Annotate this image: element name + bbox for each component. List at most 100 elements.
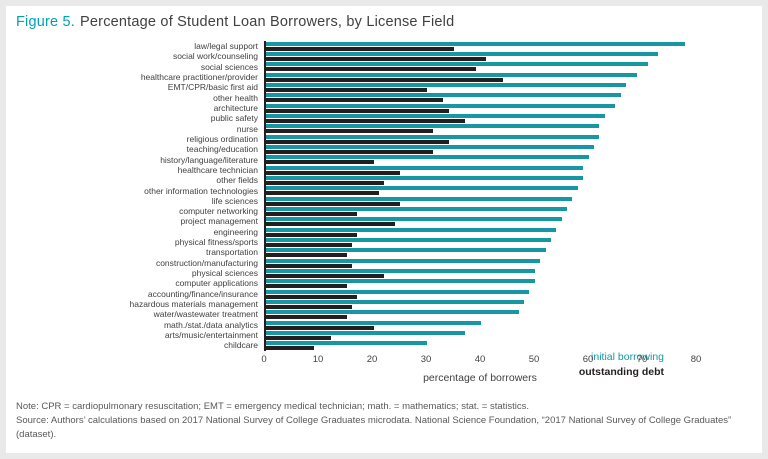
outstanding-debt-bar [266, 242, 352, 247]
outstanding-debt-bar [266, 160, 374, 165]
outstanding-debt-bar [266, 315, 347, 320]
category-label: arts/music/entertainment [164, 330, 258, 341]
category-label: project management [180, 216, 259, 227]
initial-borrowing-bar [266, 330, 465, 335]
bar-row [266, 299, 696, 309]
outstanding-debt-bar [266, 222, 395, 227]
category-label: other fields [216, 175, 258, 186]
bar-row [266, 248, 696, 258]
initial-borrowing-bar [266, 51, 659, 56]
x-axis-ticks: 0 10 20 30 40 50 60 70 80 [261, 354, 701, 367]
initial-borrowing-bar [266, 310, 519, 315]
bar-row [266, 113, 696, 123]
legend-outstanding-debt: outstanding debt [578, 366, 664, 378]
bar-row [266, 62, 696, 72]
initial-borrowing-bar [266, 41, 686, 46]
bar-row [266, 196, 696, 206]
outstanding-debt-bar [266, 263, 352, 268]
initial-borrowing-bar [266, 155, 589, 160]
plot-wrap: initial borrowing outstanding debt 0 10 20… [261, 41, 701, 384]
category-label: math./stat./data analytics [163, 319, 258, 330]
outstanding-debt-bar [266, 67, 476, 72]
x-tick: 0 [261, 354, 267, 365]
outstanding-debt-bar [266, 201, 401, 206]
initial-borrowing-bar [266, 268, 535, 273]
outstanding-debt-bar [266, 191, 379, 196]
bar-row [266, 124, 696, 134]
category-label: healthcare practitioner/provider [140, 71, 258, 82]
outstanding-debt-bar [266, 139, 449, 144]
x-tick: 10 [312, 354, 324, 365]
notes: Note: CPR = cardiopulmonary resuscitatio… [16, 400, 756, 441]
figure-number: Figure 5. [16, 14, 76, 30]
bar-row [266, 41, 696, 51]
category-labels: law/legal support social work/counseling s… [16, 41, 264, 351]
outstanding-debt-bar [266, 98, 444, 103]
bar-row [266, 72, 696, 82]
note-text: Note: CPR = cardiopulmonary resuscitatio… [16, 401, 530, 412]
bar-row [266, 310, 696, 320]
bar-row [266, 155, 696, 165]
bar-row [266, 51, 696, 61]
outstanding-debt-bar [266, 211, 358, 216]
initial-borrowing-bar [266, 175, 584, 180]
bar-row [266, 134, 696, 144]
category-label: hazardous materials management [129, 299, 258, 310]
category-label: EMT/CPR/basic first aid [167, 82, 258, 93]
category-label: childcare [223, 340, 258, 351]
bar-row [266, 165, 696, 175]
category-label: social sciences [200, 61, 258, 72]
category-label: public safety [210, 113, 258, 124]
initial-borrowing-bar [266, 289, 530, 294]
x-tick: 20 [366, 354, 378, 365]
bar-row [266, 217, 696, 227]
chart: law/legal support social work/counseling s… [16, 41, 756, 384]
initial-borrowing-bar [266, 206, 567, 211]
bar-row [266, 82, 696, 92]
category-label: nurse [236, 123, 258, 134]
legend: initial borrowing outstanding debt [579, 350, 664, 380]
initial-borrowing-bar [266, 279, 535, 284]
bar-row [266, 258, 696, 268]
category-label: religious ordination [186, 133, 258, 144]
outstanding-debt-bar [266, 87, 428, 92]
bar-row [266, 186, 696, 196]
category-label: teaching/education [186, 144, 258, 155]
bar-row [266, 103, 696, 113]
figure-title: Figure 5. Percentage of Student Loan Borr… [16, 14, 756, 30]
outstanding-debt-bar [266, 46, 455, 51]
category-label: computer applications [175, 278, 258, 289]
x-tick: 70 [636, 354, 648, 365]
category-label: law/legal support [194, 40, 258, 51]
outstanding-debt-bar [266, 253, 347, 258]
category-label: physical sciences [191, 268, 258, 279]
x-tick: 40 [474, 354, 486, 365]
category-label: water/wastewater treatment [153, 309, 258, 320]
initial-borrowing-bar [266, 258, 541, 263]
category-label: life sciences [211, 195, 258, 206]
initial-borrowing-bar [266, 72, 637, 77]
initial-borrowing-bar [266, 62, 648, 67]
initial-borrowing-bar [266, 217, 562, 222]
outstanding-debt-bar [266, 294, 358, 299]
category-label: other health [213, 92, 258, 103]
source-text: Source: Authors’ calculations based on 2… [16, 414, 732, 440]
x-tick: 30 [420, 354, 432, 365]
outstanding-debt-bar [266, 232, 358, 237]
category-label: other information technologies [144, 185, 258, 196]
outstanding-debt-bar [266, 56, 487, 61]
initial-borrowing-bar [266, 144, 594, 149]
category-label: architecture [213, 102, 258, 113]
figure-title-text: Percentage of Student Loan Borrowers, by… [80, 14, 455, 30]
bar-row [266, 206, 696, 216]
bar-row [266, 93, 696, 103]
initial-borrowing-bar [266, 237, 551, 242]
bar-row [266, 268, 696, 278]
bar-row [266, 175, 696, 185]
category-label: healthcare technician [177, 164, 258, 175]
bar-row [266, 237, 696, 247]
initial-borrowing-bar [266, 248, 546, 253]
initial-borrowing-bar [266, 103, 616, 108]
bar-row [266, 227, 696, 237]
